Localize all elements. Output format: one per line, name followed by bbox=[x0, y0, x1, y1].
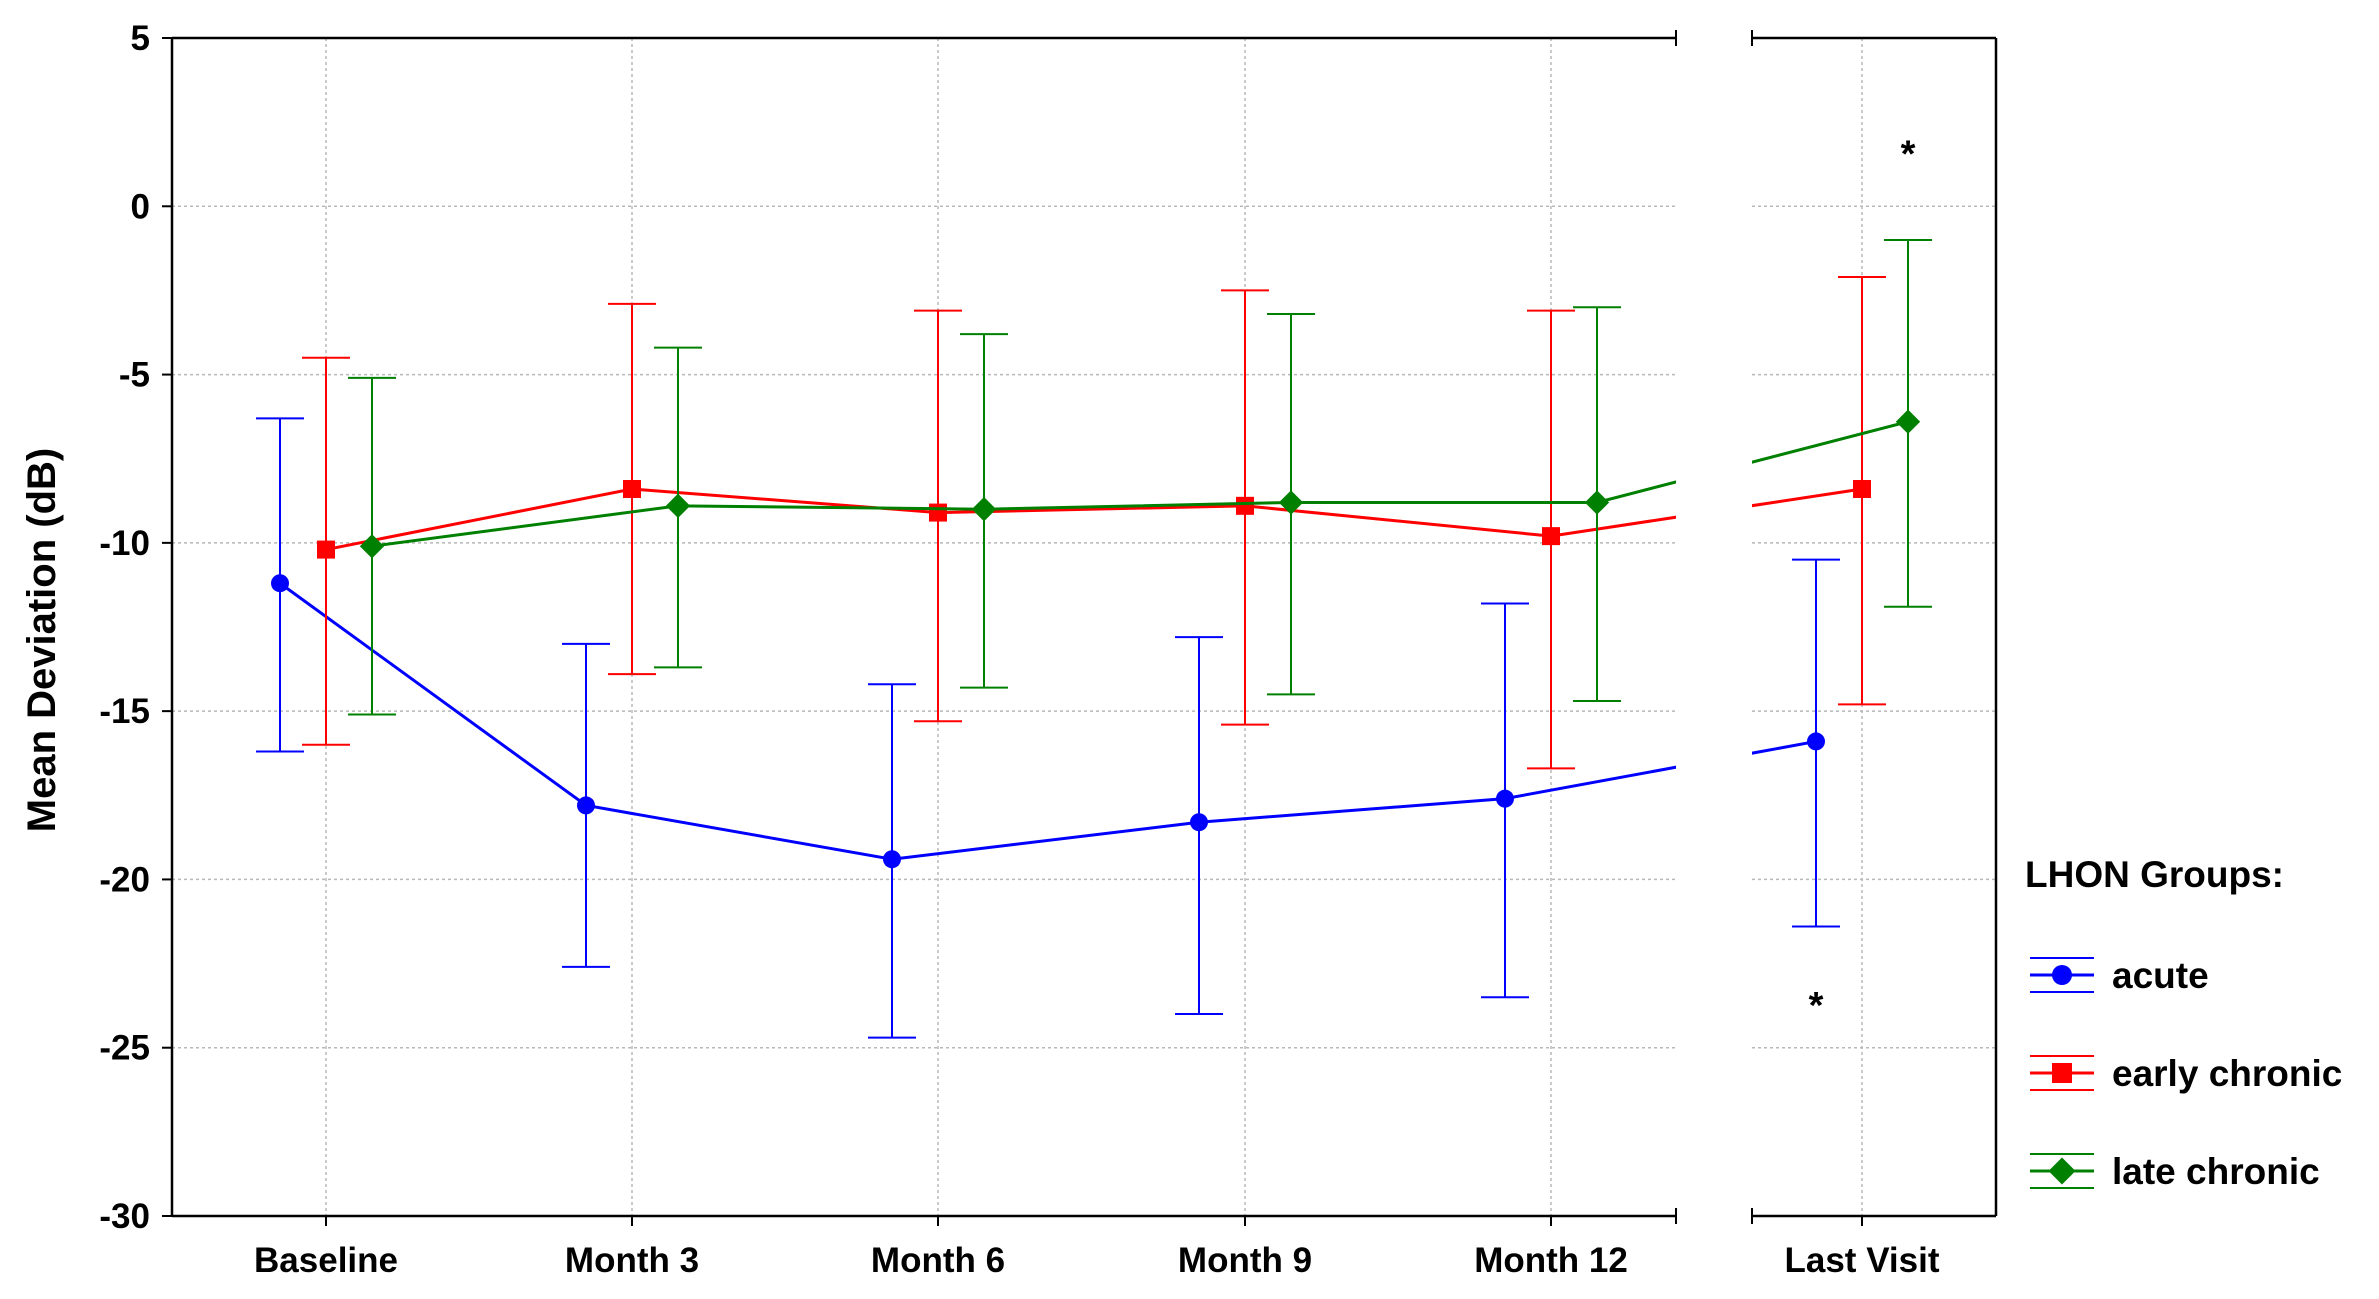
x-tick-label: Month 12 bbox=[1474, 1241, 1628, 1280]
data-point bbox=[1853, 480, 1871, 499]
x-tick-label: Last Visit bbox=[1785, 1241, 1940, 1280]
legend-item-early-chronic: early chronic bbox=[2030, 1053, 2342, 1094]
legend-label: early chronic bbox=[2112, 1053, 2342, 1094]
y-tick-label: -15 bbox=[99, 692, 150, 731]
x-tick-label: Month 6 bbox=[871, 1241, 1005, 1280]
data-point bbox=[359, 534, 385, 559]
series-line bbox=[279, 582, 1676, 861]
legend-item-acute: acute bbox=[2030, 955, 2209, 996]
tick-labels: 5 0 -5 -10 -15 -20 -25 -30 Baseline Month 3 Month … bbox=[99, 19, 1939, 1280]
series-line bbox=[1752, 420, 1909, 464]
data-point bbox=[1190, 813, 1208, 832]
y-tick-label: -20 bbox=[99, 860, 150, 899]
y-axis-title: Mean Deviation (dB) bbox=[20, 448, 64, 832]
series-line bbox=[371, 480, 1676, 548]
data-point bbox=[1584, 490, 1610, 515]
data-point bbox=[271, 574, 289, 593]
legend-title: LHON Groups: bbox=[2025, 854, 2284, 895]
plot-frame bbox=[162, 30, 1998, 1226]
data-point bbox=[1278, 490, 1304, 515]
legend: LHON Groups: acute early chronic late chro… bbox=[2025, 854, 2342, 1192]
x-tick-label: Month 3 bbox=[565, 1241, 699, 1280]
series-early-chronic bbox=[302, 275, 1886, 770]
grid bbox=[172, 38, 1996, 1216]
data-point bbox=[1496, 789, 1514, 808]
legend-marker bbox=[2048, 1157, 2076, 1185]
data-point bbox=[1807, 732, 1825, 751]
y-tick-label: 0 bbox=[131, 187, 150, 226]
data-point bbox=[1895, 409, 1921, 434]
data-point bbox=[665, 493, 691, 518]
x-tick-label: Month 9 bbox=[1178, 1241, 1312, 1280]
y-tick-label: -5 bbox=[119, 356, 150, 395]
series-line bbox=[1752, 739, 1817, 755]
legend-marker bbox=[2052, 1063, 2072, 1083]
data-point bbox=[971, 497, 997, 522]
data-point bbox=[623, 480, 641, 499]
legend-label: late chronic bbox=[2112, 1151, 2320, 1192]
significance-asterisk: * bbox=[1809, 985, 1824, 1027]
series-line bbox=[1752, 487, 1863, 508]
y-tick-label: -30 bbox=[99, 1197, 150, 1236]
data-point bbox=[1542, 527, 1560, 546]
legend-item-late-chronic: late chronic bbox=[2030, 1151, 2320, 1192]
significance-asterisk: * bbox=[1901, 133, 1916, 175]
series-late-chronic bbox=[348, 238, 1932, 716]
series-line bbox=[325, 487, 1676, 552]
data-point bbox=[883, 850, 901, 869]
y-tick-label: 5 bbox=[131, 19, 150, 58]
annotations: ** bbox=[1809, 133, 1916, 1027]
series-layer bbox=[256, 238, 1932, 1039]
data-point bbox=[1236, 496, 1254, 515]
y-tick-label: -25 bbox=[99, 1029, 150, 1068]
data-point bbox=[929, 503, 947, 522]
data-point bbox=[317, 540, 335, 559]
x-tick-label: Baseline bbox=[254, 1241, 398, 1280]
legend-label: acute bbox=[2112, 955, 2209, 996]
series-acute bbox=[256, 417, 1840, 1039]
data-point bbox=[577, 796, 595, 815]
legend-marker bbox=[2052, 965, 2072, 985]
y-tick-label: -10 bbox=[99, 524, 150, 563]
